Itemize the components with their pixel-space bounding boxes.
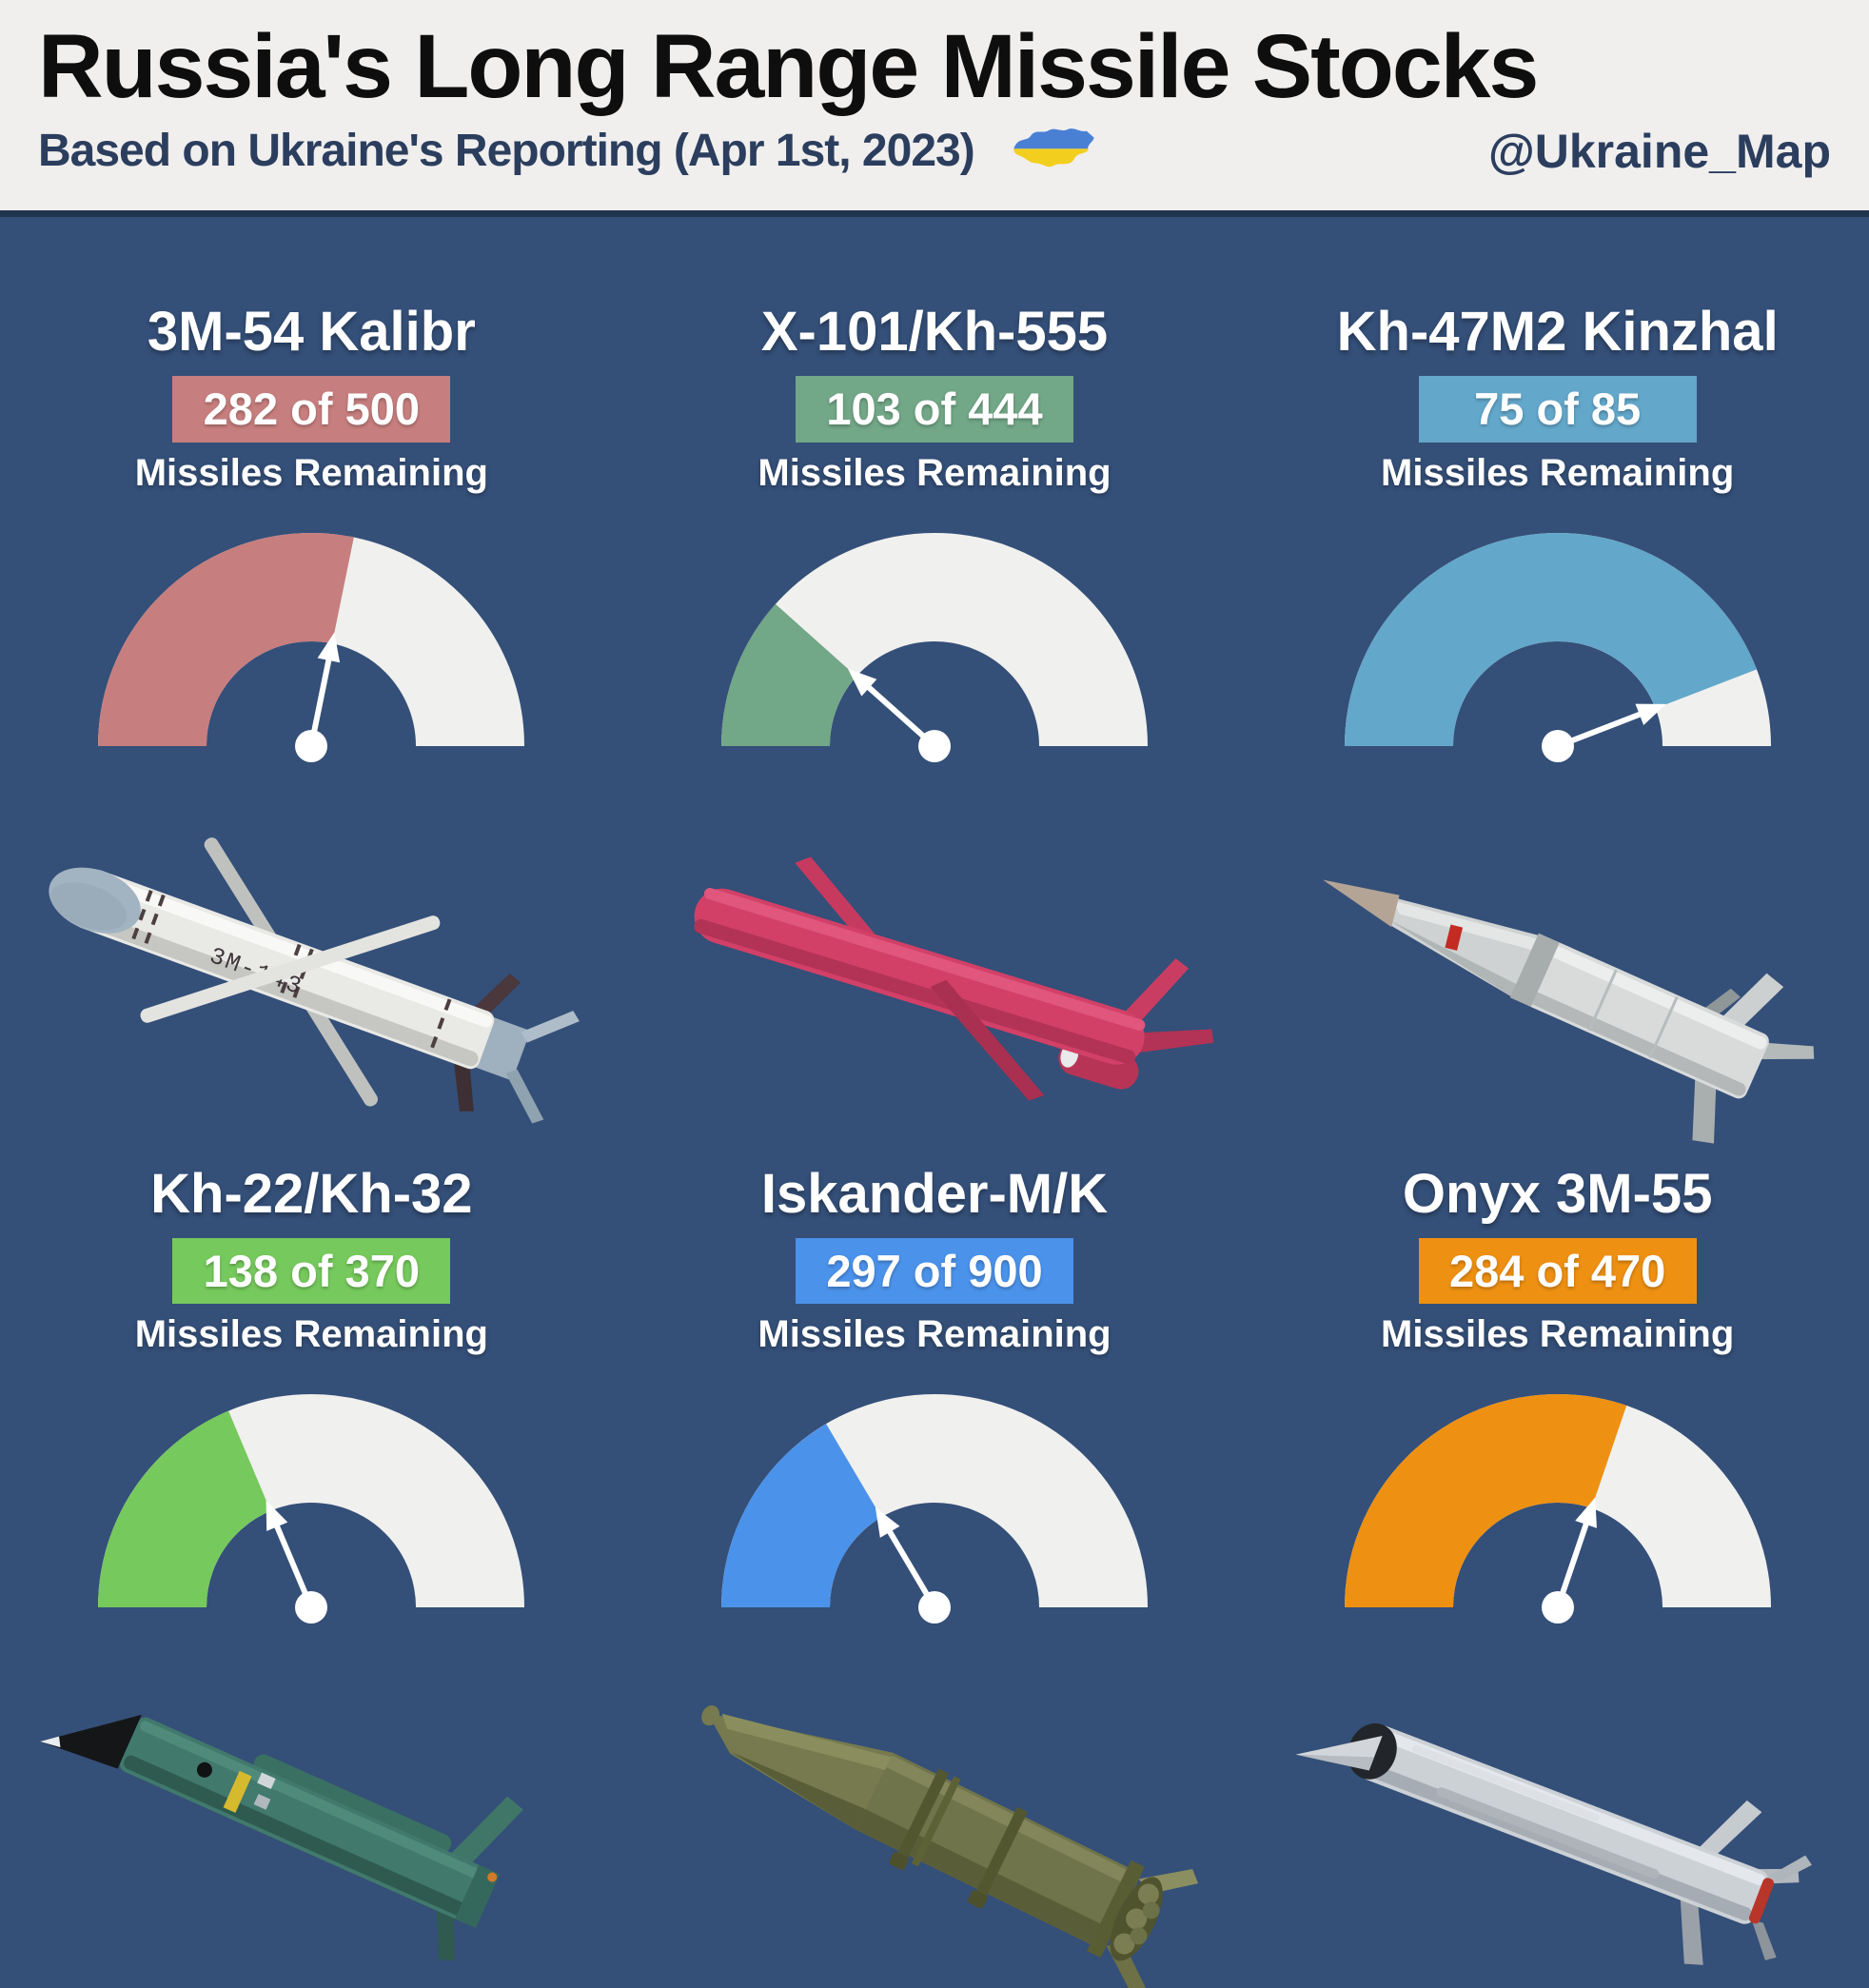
stock-count: 138 of 370: [203, 1245, 420, 1296]
stock-badge: 103 of 444: [795, 376, 1073, 443]
gauge-kh22: [0, 1387, 623, 1640]
author-handle[interactable]: @Ukraine_Map: [1488, 124, 1831, 178]
stock-badge: 284 of 470: [1418, 1237, 1697, 1305]
missile-name: X-101/Kh-555: [760, 301, 1109, 363]
panel-iskander: Iskander-M/K 297 of 900 Missiles Remaini…: [623, 1146, 1247, 1988]
stock-count: 282 of 500: [203, 384, 420, 434]
missile-name: Onyx 3M-55: [1402, 1162, 1713, 1225]
missiles-remaining-label: Missiles Remaining: [134, 1313, 488, 1356]
gauge-iskander: [623, 1387, 1247, 1640]
stock-badge: 138 of 370: [172, 1237, 451, 1305]
missiles-remaining-label: Missiles Remaining: [757, 1313, 1112, 1356]
panel-onyx: Onyx 3M-55 284 of 470 Missiles Remaining: [1246, 1146, 1869, 1988]
panel-kh22: Kh-22/Kh-32 138 of 370 Missiles Remainin…: [0, 1146, 623, 1988]
missile-image-onyx: [1246, 1653, 1869, 1988]
stock-count: 75 of 85: [1474, 384, 1642, 434]
gauge-onyx: [1246, 1387, 1869, 1640]
missile-name: 3M-54 Kalibr: [147, 301, 476, 363]
stock-badge: 75 of 85: [1418, 376, 1697, 443]
gauge-kalibr: [0, 525, 623, 778]
ukraine-map-icon: [1007, 117, 1100, 186]
panel-kinzhal: Kh-47M2 Kinzhal 75 of 85 Missiles Remain…: [1246, 217, 1869, 1146]
stock-count: 284 of 470: [1449, 1245, 1666, 1296]
missile-image-x101: [623, 813, 1247, 1146]
subtitle: Based on Ukraine's Reporting (Apr 1st, 2…: [38, 126, 975, 177]
missile-image-kinzhal: [1246, 813, 1869, 1146]
panel-x101: X-101/Kh-555 103 of 444 Missiles Remaini…: [623, 217, 1247, 1146]
missiles-remaining-label: Missiles Remaining: [757, 451, 1112, 494]
missile-image-kalibr: 3M-143: [0, 813, 623, 1146]
gauge-kinzhal: [1246, 525, 1869, 778]
header: Russia's Long Range Missile Stocks Based…: [0, 0, 1869, 217]
missile-name: Iskander-M/K: [760, 1162, 1109, 1225]
stock-count: 297 of 900: [826, 1245, 1043, 1296]
missiles-remaining-label: Missiles Remaining: [134, 451, 488, 494]
panel-kalibr: 3M-54 Kalibr 282 of 500 Missiles Remaini…: [0, 217, 623, 1146]
page-title: Russia's Long Range Missile Stocks: [38, 16, 1539, 117]
missile-image-iskander: [623, 1653, 1247, 1988]
missile-name: Kh-22/Kh-32: [150, 1162, 473, 1225]
subtitle-row: Based on Ukraine's Reporting (Apr 1st, 2…: [38, 117, 1831, 186]
gauge-x101: [623, 525, 1247, 778]
missiles-remaining-label: Missiles Remaining: [1381, 451, 1735, 494]
panel-grid: 3M-54 Kalibr 282 of 500 Missiles Remaini…: [0, 217, 1869, 1988]
stock-badge: 297 of 900: [795, 1237, 1073, 1305]
missiles-remaining-label: Missiles Remaining: [1381, 1313, 1735, 1356]
stock-count: 103 of 444: [826, 384, 1043, 434]
missile-name: Kh-47M2 Kinzhal: [1336, 301, 1779, 363]
stock-badge: 282 of 500: [172, 376, 451, 443]
missile-image-kh22: [0, 1653, 623, 1988]
